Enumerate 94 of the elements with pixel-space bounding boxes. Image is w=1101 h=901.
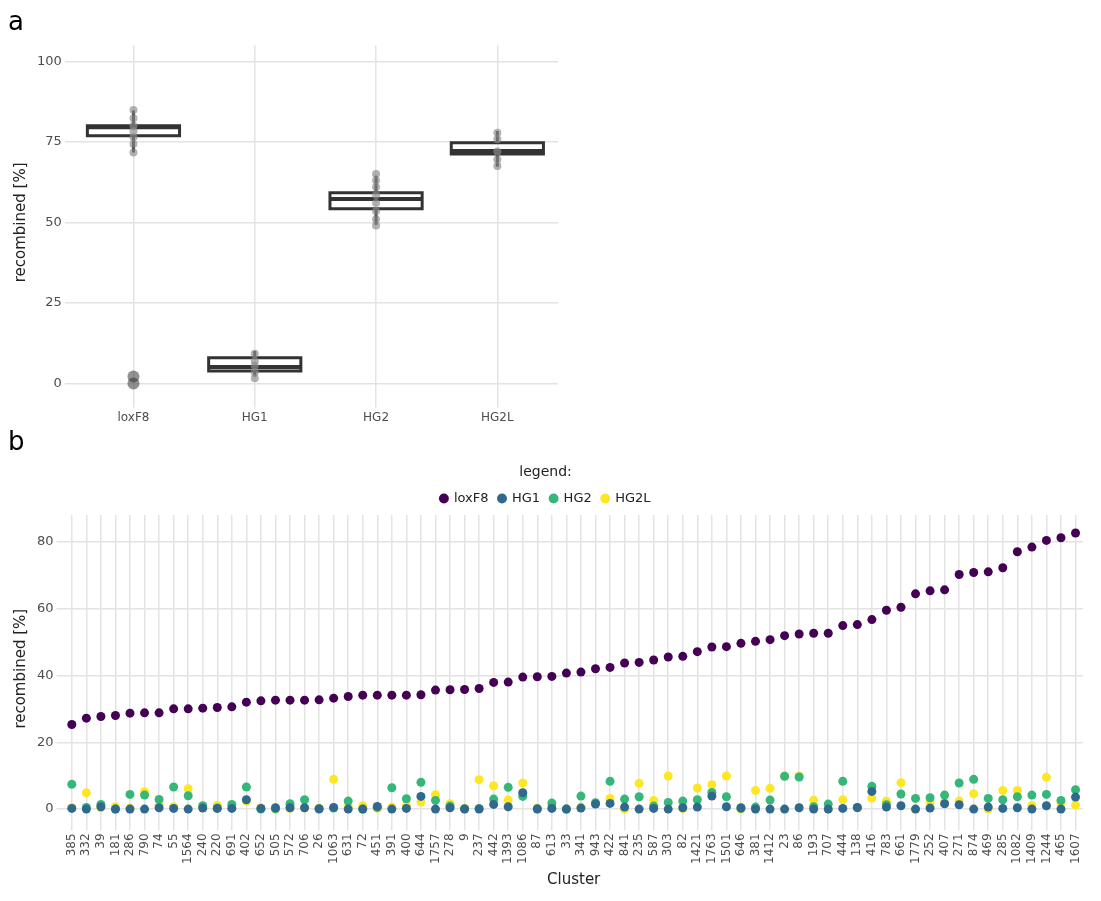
x-tick-label: 1244 <box>1038 833 1053 865</box>
legend-label: HG2L <box>615 489 652 505</box>
x-tick-label: 1763 <box>703 833 718 865</box>
x-tick-label: 874 <box>965 833 980 857</box>
x-tick-label: 644 <box>413 833 428 857</box>
x-tick-label: 26 <box>311 833 326 849</box>
x-tick-label: 646 <box>733 833 748 857</box>
legend-title: legend: <box>519 462 572 479</box>
y-tick-label: 25 <box>45 294 62 310</box>
x-tick-label: 841 <box>616 833 631 857</box>
x-tick-label: 790 <box>136 833 151 857</box>
x-tick-label: 23 <box>776 833 791 849</box>
x-tick-label: 86 <box>791 833 806 849</box>
x-tick-label: 1082 <box>1009 833 1024 865</box>
x-tick-label: 39 <box>93 833 108 849</box>
x-tick-label: 385 <box>63 833 78 857</box>
x-tick-label: 55 <box>165 833 180 849</box>
y-tick-label: 50 <box>45 213 62 229</box>
y-axis-title: recombined [%] <box>10 608 29 729</box>
x-tick-label: loxF8 <box>117 409 150 424</box>
x-tick-label: 381 <box>747 833 762 857</box>
x-tick-label: HG2 <box>363 409 390 424</box>
x-tick-label: 469 <box>980 833 995 857</box>
y-tick-label: 75 <box>45 133 62 149</box>
x-tick-label: 444 <box>834 833 849 857</box>
x-tick-label: 613 <box>543 833 558 857</box>
x-tick-label: 220 <box>209 833 224 857</box>
x-tick-label: HG2L <box>481 409 514 424</box>
x-tick-label: 74 <box>151 833 166 849</box>
x-tick-label: 285 <box>994 833 1009 857</box>
x-tick-label: 138 <box>849 833 864 857</box>
x-tick-label: 286 <box>122 833 137 857</box>
chart-title: b <box>8 426 25 457</box>
x-tick-label: 1779 <box>907 833 922 865</box>
y-tick-label: 80 <box>37 533 54 549</box>
x-tick-label: 706 <box>296 833 311 857</box>
x-tick-label: 332 <box>78 833 93 857</box>
x-tick-label: 1757 <box>427 833 442 865</box>
legend-label: HG1 <box>512 489 541 505</box>
x-tick-label: 442 <box>485 833 500 857</box>
x-tick-label: 661 <box>893 833 908 857</box>
x-tick-label: 1564 <box>180 833 195 865</box>
x-tick-label: 422 <box>602 833 617 857</box>
x-tick-label: 587 <box>645 833 660 857</box>
x-tick-label: 240 <box>194 833 209 857</box>
x-tick-label: 9 <box>456 833 471 842</box>
x-axis-title: Cluster <box>547 869 602 888</box>
x-tick-label: 416 <box>864 833 878 857</box>
x-tick-label: 72 <box>354 833 369 849</box>
x-tick-label: 407 <box>936 833 951 857</box>
x-tick-label: 391 <box>383 833 398 857</box>
x-tick-label: 237 <box>471 833 486 857</box>
x-tick-label: 505 <box>267 833 282 857</box>
x-tick-label: 87 <box>529 833 544 849</box>
x-tick-label: 278 <box>442 833 457 857</box>
legend-label: loxF8 <box>453 489 489 505</box>
x-tick-label: 252 <box>922 833 937 857</box>
y-tick-label: 20 <box>37 733 54 749</box>
x-tick-label: 82 <box>674 833 689 849</box>
chart-title: a <box>8 6 24 37</box>
y-tick-label: 60 <box>37 599 54 615</box>
x-tick-label: 1412 <box>762 833 777 865</box>
y-tick-label: 100 <box>36 52 62 68</box>
x-tick-label: 1409 <box>1024 833 1039 865</box>
x-tick-label: 1393 <box>500 833 515 865</box>
x-tick-label: 193 <box>805 833 820 857</box>
x-tick-label: 652 <box>253 833 268 857</box>
y-tick-label: 0 <box>45 800 54 816</box>
x-tick-label: 303 <box>660 833 675 857</box>
x-tick-label: 783 <box>878 833 893 857</box>
x-tick-label: 943 <box>587 833 602 857</box>
x-tick-label: 451 <box>369 833 384 857</box>
x-tick-label: 1063 <box>325 833 340 865</box>
x-tick-label: 181 <box>107 833 122 857</box>
x-tick-label: 631 <box>340 833 355 857</box>
x-tick-label: 1421 <box>689 833 704 865</box>
y-tick-label: 0 <box>53 374 62 390</box>
x-tick-label: 1086 <box>514 833 529 865</box>
x-tick-label: 33 <box>558 833 573 849</box>
x-tick-label: 235 <box>631 833 646 857</box>
x-tick-label: 1501 <box>718 833 733 865</box>
x-tick-label: 707 <box>820 833 835 857</box>
x-tick-label: 465 <box>1053 833 1068 857</box>
x-tick-label: 402 <box>238 833 253 857</box>
y-tick-label: 40 <box>37 666 54 682</box>
legend-label: HG2 <box>563 489 592 505</box>
x-tick-label: 341 <box>573 833 588 857</box>
x-tick-label: 271 <box>951 833 966 857</box>
x-tick-label: 1607 <box>1067 833 1082 865</box>
x-tick-label: 572 <box>282 833 297 857</box>
x-tick-label: 691 <box>223 833 238 857</box>
y-axis-title: recombined [%] <box>10 162 29 283</box>
x-tick-label: HG1 <box>241 409 268 424</box>
x-tick-label: 400 <box>398 833 413 857</box>
